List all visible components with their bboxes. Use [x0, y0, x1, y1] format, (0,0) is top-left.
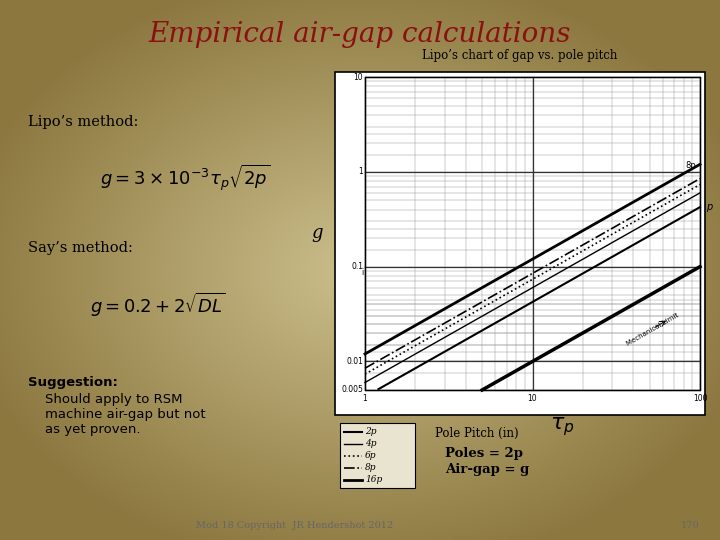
Text: Mod 18 Copyright  JR Hendershot 2012: Mod 18 Copyright JR Hendershot 2012 — [197, 522, 394, 530]
Bar — [340, 423, 415, 488]
Text: 0.01: 0.01 — [346, 357, 363, 366]
Text: 0.005: 0.005 — [341, 386, 363, 395]
Text: Should apply to RSM
    machine air-gap but not
    as yet proven.: Should apply to RSM machine air-gap but … — [28, 393, 206, 436]
Text: Say’s method:: Say’s method: — [28, 241, 133, 255]
Text: Empirical air-gap calculations: Empirical air-gap calculations — [149, 22, 571, 49]
Text: Lipo’s method:: Lipo’s method: — [28, 115, 138, 129]
Text: 0.1: 0.1 — [351, 262, 363, 271]
Bar — [365, 77, 700, 390]
Text: $\tau_p$: $\tau_p$ — [550, 416, 575, 438]
Text: Mechanical Limit: Mechanical Limit — [626, 312, 680, 346]
Text: g: g — [311, 225, 323, 242]
Text: 8p: 8p — [365, 463, 377, 472]
Text: 8p: 8p — [685, 161, 696, 171]
Text: p: p — [706, 202, 712, 212]
Text: Suggestion:: Suggestion: — [28, 376, 118, 389]
Text: 1: 1 — [359, 167, 363, 177]
Text: 10: 10 — [354, 72, 363, 82]
Text: Poles = 2p: Poles = 2p — [445, 447, 523, 460]
Text: Air-gap = g: Air-gap = g — [445, 462, 529, 476]
Text: Lipo’s chart of gap vs. pole pitch: Lipo’s chart of gap vs. pole pitch — [423, 49, 618, 62]
Text: i: i — [361, 268, 363, 277]
Text: 6p: 6p — [365, 451, 377, 461]
Text: 16p: 16p — [365, 476, 382, 484]
Text: 10: 10 — [528, 394, 537, 403]
Text: 2p: 2p — [365, 428, 377, 436]
Text: $g = 0.2 + 2\sqrt{DL}$: $g = 0.2 + 2\sqrt{DL}$ — [90, 291, 225, 319]
Text: Pole Pitch (in): Pole Pitch (in) — [435, 427, 518, 440]
Bar — [335, 72, 705, 415]
Text: 4p: 4p — [365, 440, 377, 449]
Text: 1: 1 — [363, 394, 367, 403]
Text: 100: 100 — [693, 394, 707, 403]
Text: $g = 3 \times 10^{-3} \tau_p \sqrt{2p}$: $g = 3 \times 10^{-3} \tau_p \sqrt{2p}$ — [100, 163, 271, 193]
Text: 170: 170 — [680, 522, 699, 530]
